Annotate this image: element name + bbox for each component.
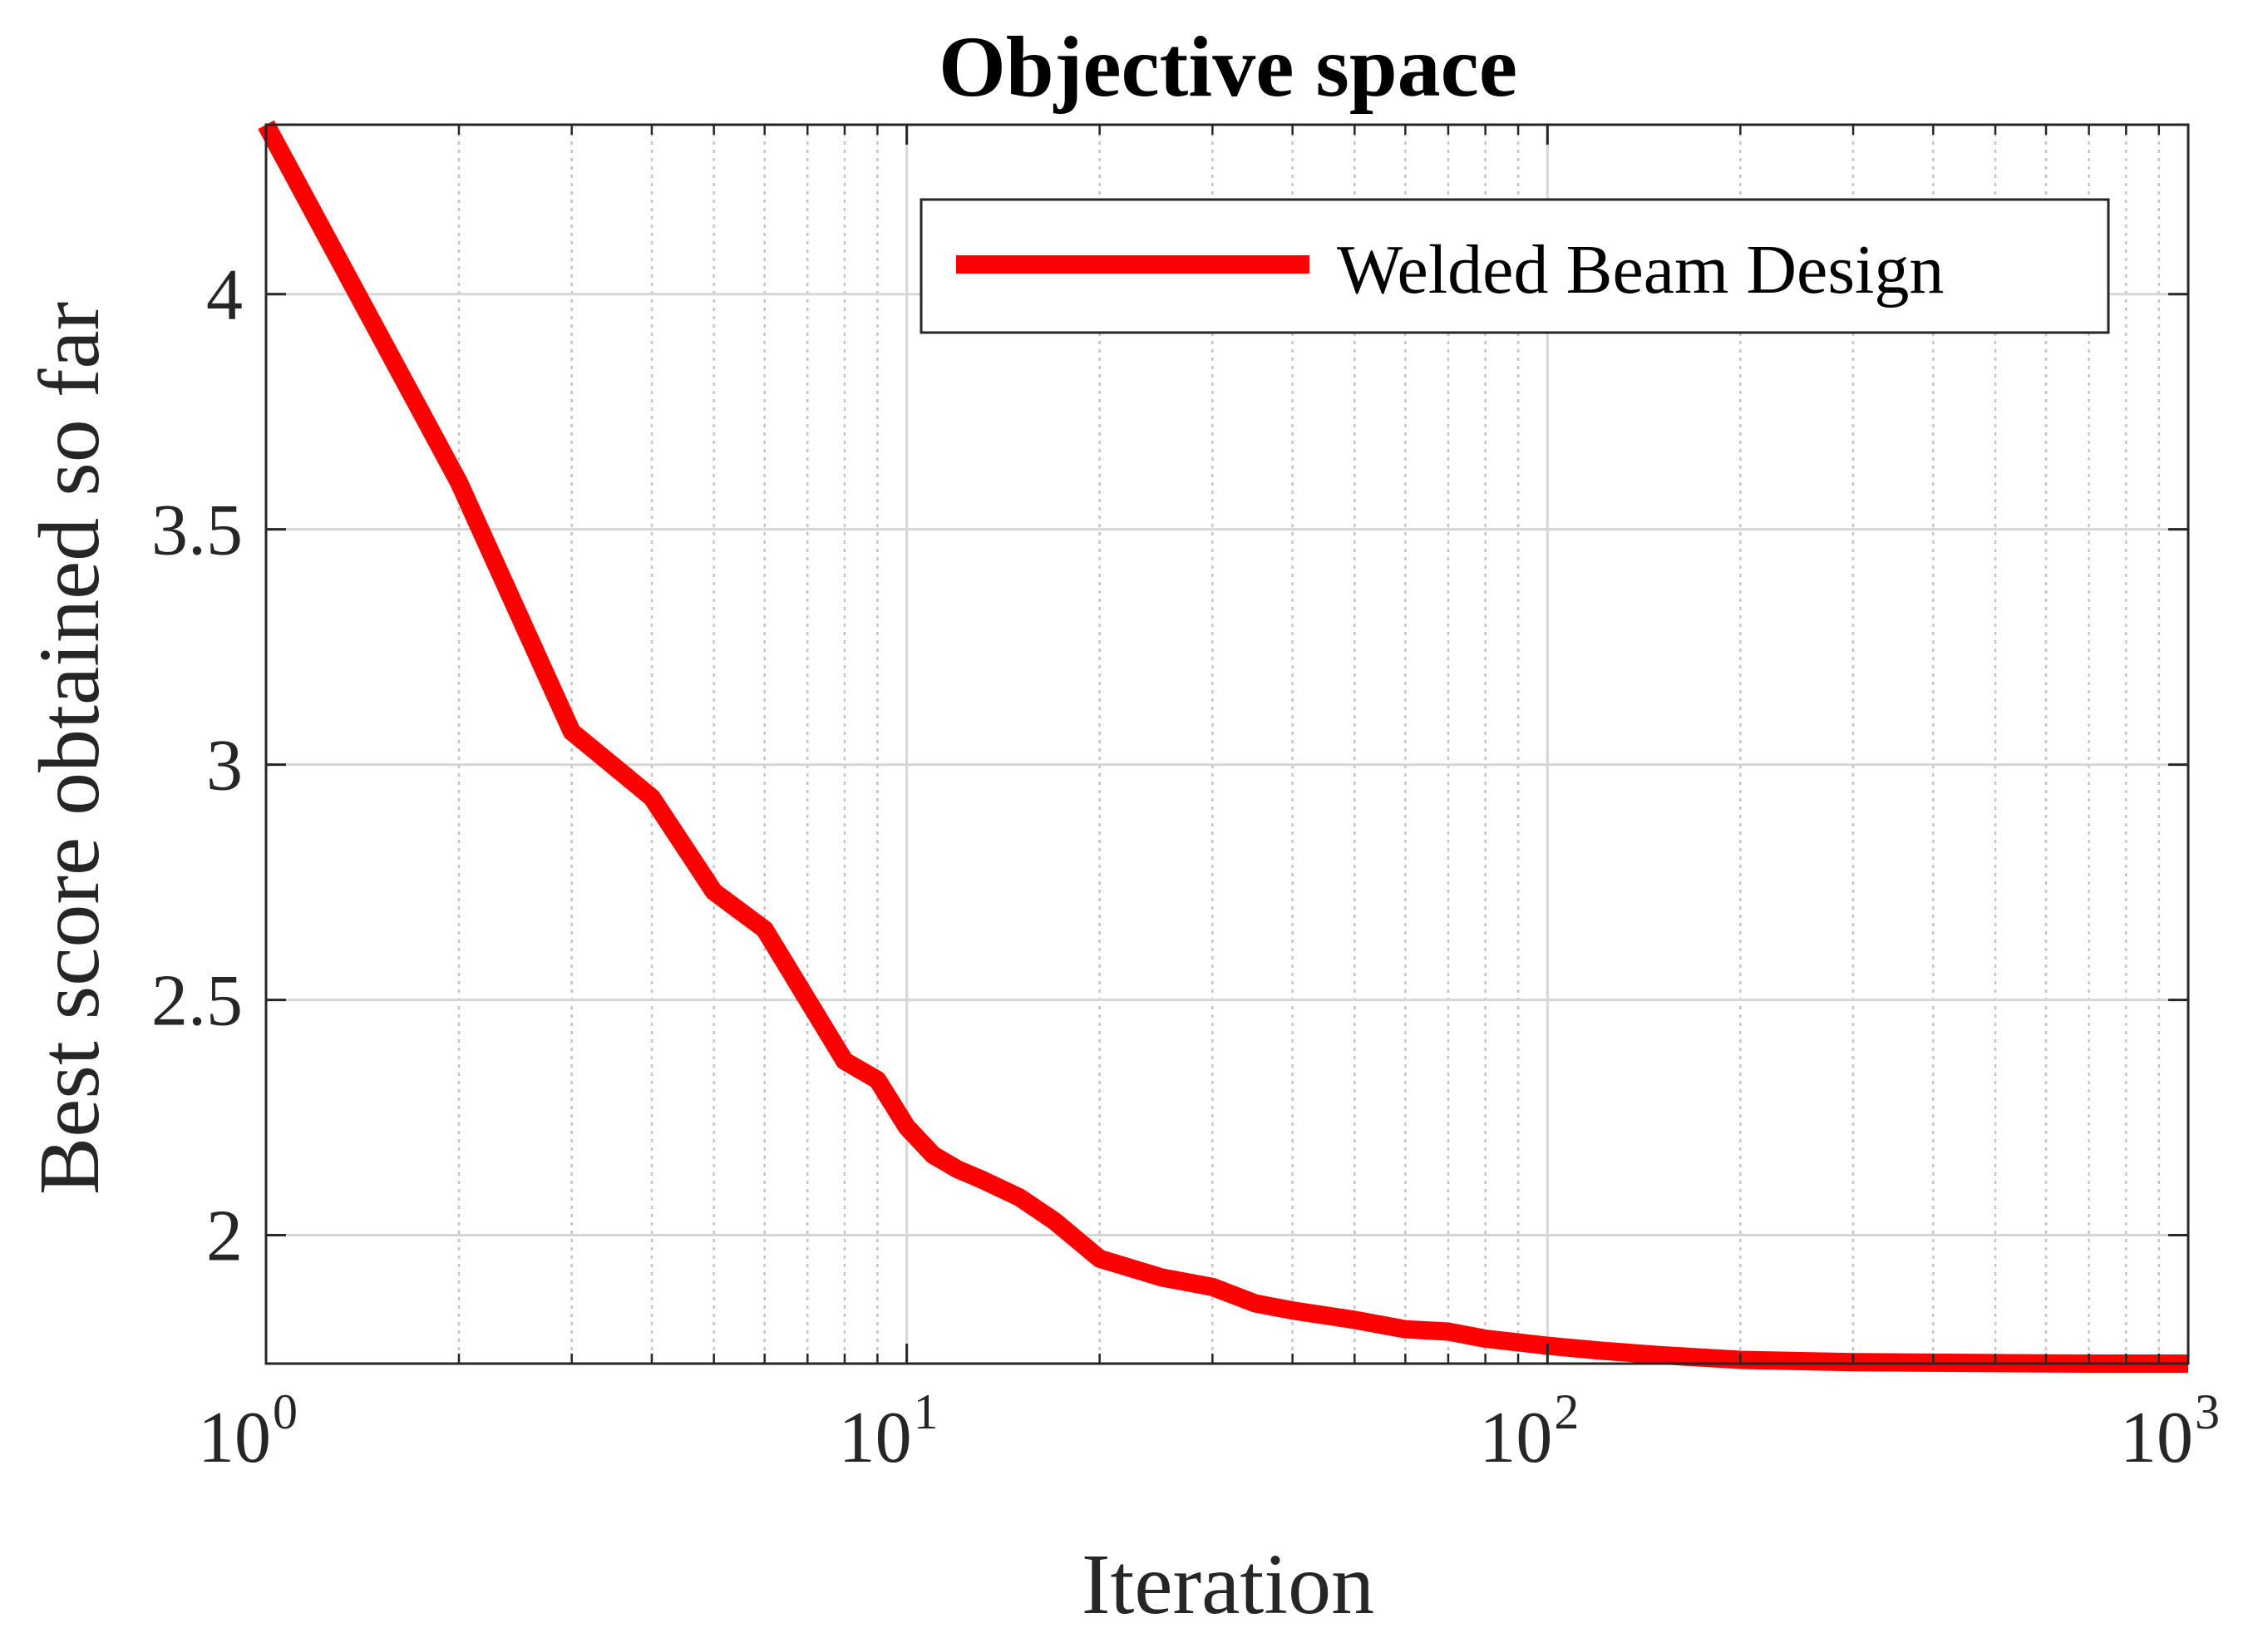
x-tick-label-base: 10 (839, 1398, 912, 1478)
x-tick-label-exponent: 3 (2195, 1384, 2220, 1439)
minor-gridlines (457, 125, 2160, 1364)
x-tick-labels: 10 0 10 1 10 2 10 3 (198, 1384, 2220, 1478)
y-tick-label: 2.5 (151, 961, 243, 1042)
x-axis-label: Iteration (1082, 1537, 1374, 1632)
chart-title: Objective space (939, 19, 1517, 115)
x-tick-label: 10 3 (2120, 1384, 2220, 1478)
legend: Welded Beam Design (920, 198, 2110, 334)
y-tick-label: 2 (206, 1196, 243, 1277)
x-tick-label: 10 2 (1479, 1384, 1579, 1478)
series-line-welded-beam-design (258, 120, 2188, 1373)
x-tick-label: 10 1 (839, 1384, 939, 1478)
y-tick-labels: 2 2.5 3 3.5 4 (151, 255, 243, 1277)
x-tick-label-base: 10 (198, 1398, 271, 1478)
plot-frame (264, 123, 2190, 1365)
series-layer (258, 120, 2188, 1373)
x-tick-label-exponent: 1 (914, 1384, 939, 1439)
x-tick-label-base: 10 (1479, 1398, 1552, 1478)
y-axis-label: Best score obtained so far (22, 302, 117, 1195)
legend-label: Welded Beam Design (1337, 231, 1944, 308)
x-tick-label: 10 0 (198, 1384, 298, 1478)
y-tick-label: 3 (206, 726, 243, 807)
y-tick-label: 3.5 (151, 491, 243, 571)
x-tick-label-base: 10 (2120, 1398, 2193, 1478)
x-tick-label-exponent: 2 (1554, 1384, 1579, 1439)
x-tick-label-exponent: 0 (273, 1384, 298, 1439)
y-tick-label: 4 (206, 255, 243, 336)
tick-marks (264, 125, 2190, 1364)
